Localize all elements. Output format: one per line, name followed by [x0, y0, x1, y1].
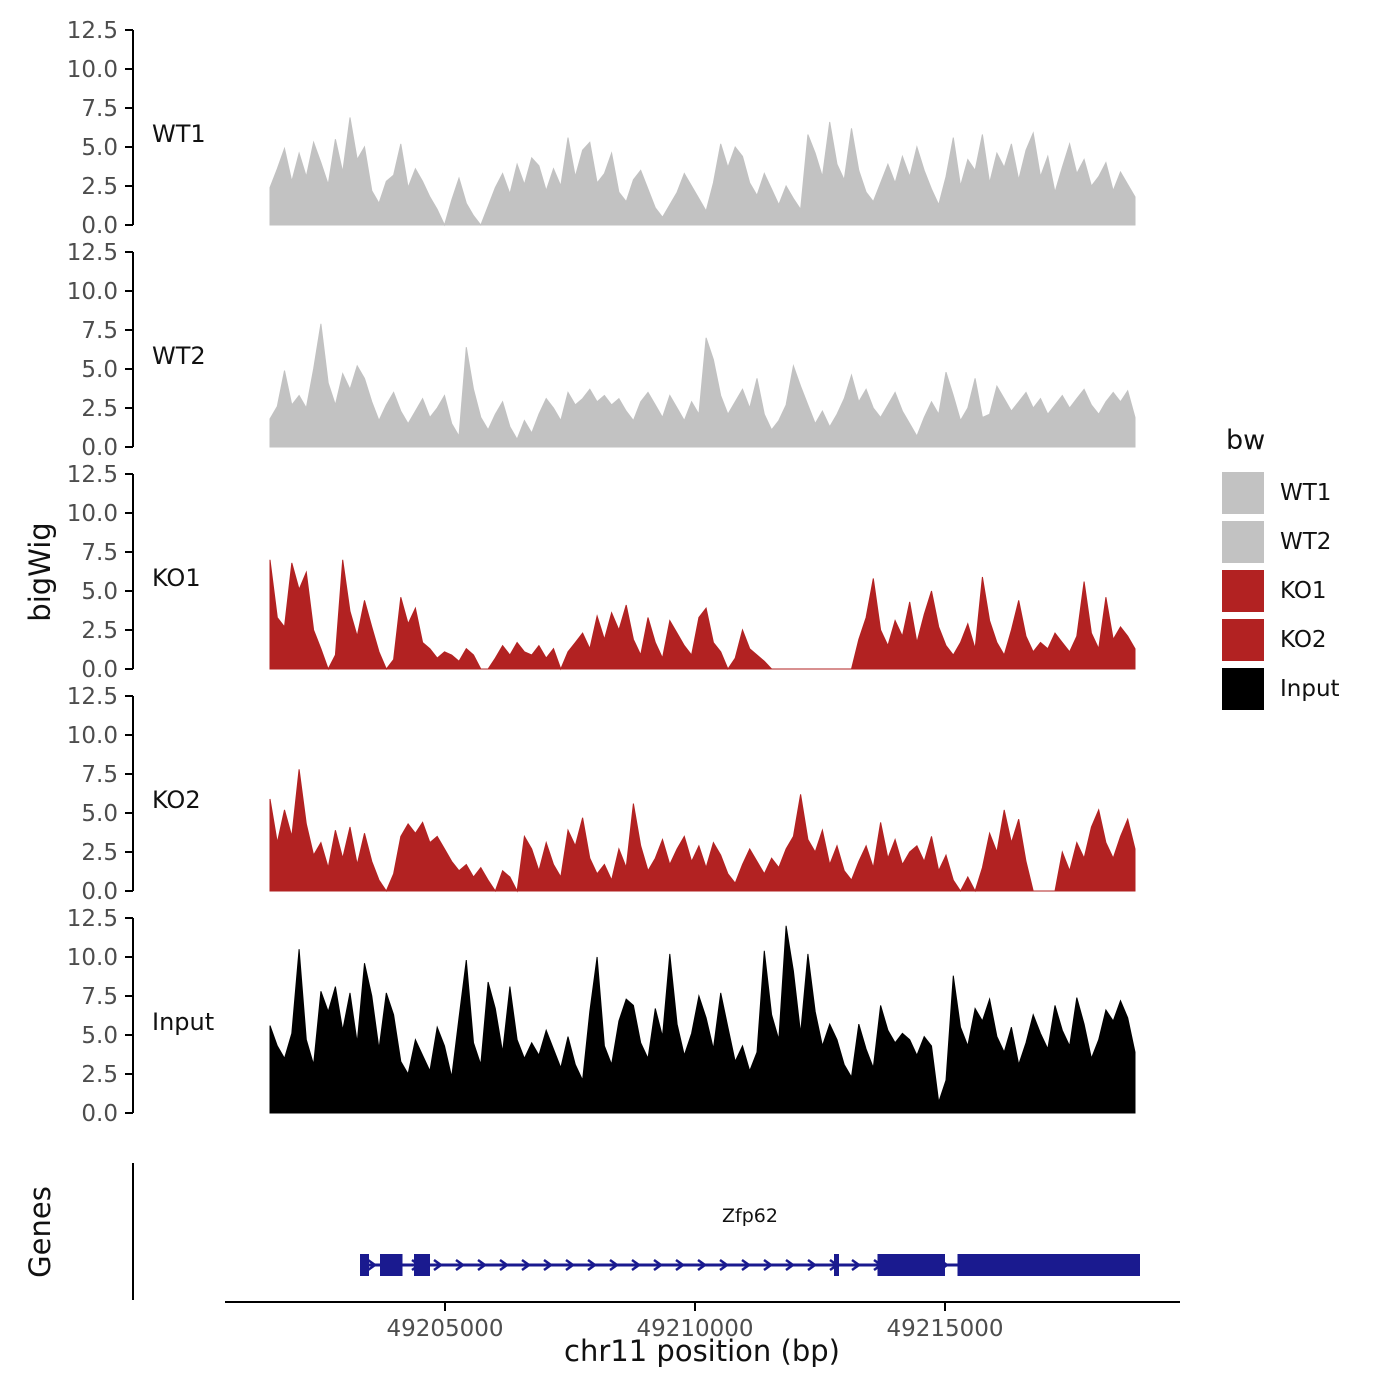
x-tick-label: 49205000: [386, 1316, 503, 1342]
legend-entry-label: WT2: [1280, 529, 1332, 555]
legend-entry-ko2: KO2: [1222, 619, 1340, 661]
y-tick-label: 12.5: [67, 18, 118, 44]
strand-arrow-icon: [565, 1258, 576, 1272]
legend-entry-label: KO2: [1280, 627, 1327, 653]
y-tick-label: 12.5: [67, 906, 118, 932]
track-label-ko2: KO2: [152, 786, 201, 814]
strand-arrow-icon: [851, 1258, 862, 1272]
y-tick-label: 7.5: [81, 540, 118, 566]
y-tick-label: 2.5: [81, 618, 118, 644]
y-tick-label: 10.0: [67, 723, 118, 749]
legend-entry-ko1: KO1: [1222, 570, 1340, 612]
strand-arrow-icon: [499, 1258, 510, 1272]
y-tick-label: 5.0: [81, 801, 118, 827]
track-label-input: Input: [152, 1008, 214, 1036]
gene-exon: [957, 1254, 1140, 1276]
strand-arrow-icon: [367, 1258, 378, 1272]
y-tick-label: 12.5: [67, 240, 118, 266]
y-tick-label: 0.0: [81, 435, 118, 461]
strand-arrow-icon: [455, 1258, 466, 1272]
legend-swatch: [1222, 668, 1264, 710]
track-label-wt2: WT2: [152, 342, 206, 370]
y-tick-label: 5.0: [81, 135, 118, 161]
gene-exon: [380, 1254, 403, 1276]
x-tick-label: 49210000: [636, 1316, 753, 1342]
y-tick-label: 7.5: [81, 318, 118, 344]
coverage-area-ko2: [269, 769, 1136, 893]
coverage-area-wt2: [269, 323, 1136, 448]
strand-arrow-icon: [675, 1258, 686, 1272]
track-input: 0.0 2.5 5.0 7.5 10.0 12.5 Input: [67, 906, 1136, 1127]
track-wt2: 0.0 2.5 5.0 7.5 10.0 12.5 WT2: [67, 240, 1136, 461]
y-tick-label: 12.5: [67, 462, 118, 488]
legend: bw WT1 WT2 KO1 KO2 Input: [1222, 425, 1340, 717]
x-axis: 49205000 49210000 49215000: [225, 1301, 1180, 1342]
legend-swatch: [1222, 619, 1264, 661]
gene-exon: [877, 1254, 945, 1276]
x-axis-title: chr11 position (bp): [564, 1334, 840, 1368]
strand-arrow-icon: [719, 1258, 730, 1272]
legend-entry-label: KO1: [1280, 578, 1327, 604]
y-tick-label: 0.0: [81, 1101, 118, 1127]
y-tick-label: 12.5: [67, 684, 118, 710]
legend-swatch: [1222, 472, 1264, 514]
strand-arrow-icon: [543, 1258, 554, 1272]
coverage-area-wt1: [269, 117, 1136, 227]
x-tick-label: 49215000: [886, 1316, 1003, 1342]
y-tick-label: 2.5: [81, 396, 118, 422]
strand-arrow-icon: [433, 1258, 444, 1272]
y-tick-label: 0.0: [81, 879, 118, 905]
y-tick-label: 10.0: [67, 279, 118, 305]
y-tick-label: 5.0: [81, 1023, 118, 1049]
strand-arrow-icon: [763, 1258, 774, 1272]
y-tick-label: 2.5: [81, 174, 118, 200]
y-tick-label: 10.0: [67, 945, 118, 971]
strand-arrow-icon: [631, 1258, 642, 1272]
strand-arrow-icon: [785, 1258, 796, 1272]
y-tick-label: 10.0: [67, 57, 118, 83]
y-tick-label: 7.5: [81, 96, 118, 122]
strand-arrow-icon: [807, 1258, 818, 1272]
strand-arrow-icon: [521, 1258, 532, 1272]
legend-entry-input: Input: [1222, 668, 1340, 710]
coverage-area-ko1: [269, 559, 1136, 671]
strand-arrow-icon: [741, 1258, 752, 1272]
strand-arrow-icon: [653, 1258, 664, 1272]
track-label-ko1: KO1: [152, 564, 201, 592]
legend-title: bw: [1226, 425, 1266, 456]
y-tick-label: 0.0: [81, 213, 118, 239]
legend-entry-label: WT1: [1280, 480, 1332, 506]
strand-arrow-icon: [697, 1258, 708, 1272]
y-tick-label: 0.0: [81, 657, 118, 683]
legend-swatch: [1222, 570, 1264, 612]
legend-entry-wt2: WT2: [1222, 521, 1340, 563]
strand-arrow-icon: [587, 1258, 598, 1272]
track-label-wt1: WT1: [152, 120, 206, 148]
gene-name-label: Zfp62: [722, 1205, 778, 1227]
y-tick-label: 7.5: [81, 762, 118, 788]
gene-track: Zfp62: [132, 1163, 1140, 1300]
legend-swatch: [1222, 521, 1264, 563]
gene-exon: [414, 1254, 430, 1276]
track-wt1: 0.0 2.5 5.0 7.5 10.0 12.5 WT1: [67, 18, 1136, 239]
strand-arrow-icon: [609, 1258, 620, 1272]
gene-exon: [834, 1254, 839, 1276]
legend-entry-label: Input: [1280, 676, 1340, 702]
y-tick-label: 7.5: [81, 984, 118, 1010]
coverage-area-input: [269, 925, 1136, 1114]
strand-arrow-icon: [477, 1258, 488, 1272]
legend-entries: WT1 WT2 KO1 KO2 Input: [1222, 472, 1340, 710]
track-ko1: 0.0 2.5 5.0 7.5 10.0 12.5 KO1: [67, 462, 1136, 683]
gene-exon: [360, 1254, 369, 1276]
y-tick-label: 2.5: [81, 1062, 118, 1088]
y-tick-label: 5.0: [81, 579, 118, 605]
track-ko2: 0.0 2.5 5.0 7.5 10.0 12.5 KO2: [67, 684, 1136, 905]
y-tick-label: 2.5: [81, 840, 118, 866]
y-tick-label: 10.0: [67, 501, 118, 527]
y-tick-label: 5.0: [81, 357, 118, 383]
legend-entry-wt1: WT1: [1222, 472, 1340, 514]
